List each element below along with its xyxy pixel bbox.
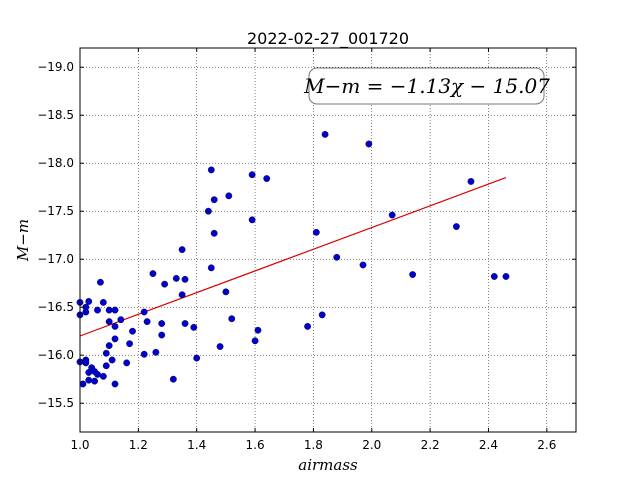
- data-point: [502, 273, 510, 280]
- y-tick-label: −18.5: [37, 108, 74, 122]
- data-point: [388, 211, 396, 219]
- data-point: [97, 278, 104, 286]
- data-point: [210, 229, 218, 237]
- data-point: [129, 327, 136, 335]
- x-tick-label: 1.2: [129, 438, 148, 452]
- data-point: [111, 335, 119, 343]
- data-point: [102, 362, 110, 370]
- data-point: [248, 171, 256, 179]
- data-point: [111, 380, 119, 388]
- data-point: [228, 315, 236, 323]
- data-point: [304, 322, 311, 330]
- y-tick-label: −17.0: [37, 252, 74, 266]
- data-point: [123, 359, 131, 367]
- fit-line: [79, 177, 507, 337]
- y-tick-label: −19.0: [37, 60, 74, 74]
- data-point: [333, 253, 341, 261]
- data-point: [149, 270, 157, 277]
- x-tick-label: 2.2: [421, 438, 440, 452]
- y-tick-label: −17.5: [37, 204, 74, 218]
- data-point: [79, 380, 87, 388]
- fit-annotation-box: M−m = −1.13χ − 15.07: [303, 67, 550, 105]
- y-tick-label: −16.0: [37, 348, 74, 362]
- data-point: [158, 320, 166, 327]
- data-point: [105, 342, 113, 349]
- y-axis-label: M−m: [14, 219, 32, 262]
- data-point: [94, 306, 101, 314]
- data-point: [140, 350, 148, 358]
- data-point: [102, 349, 110, 357]
- data-point: [312, 228, 320, 236]
- data-point: [190, 323, 198, 331]
- ticks-layer: 1.0 1.2 1.4 1.6 1.8 2.0 2.2 2.4 2.6 −15.5 −16.0 −16…: [37, 48, 576, 452]
- data-point: [105, 306, 113, 314]
- data-point: [207, 166, 215, 174]
- data-point: [111, 322, 119, 330]
- annotation-frame: [308, 67, 545, 105]
- y-tick-label: −16.5: [37, 300, 74, 314]
- data-point: [181, 275, 189, 283]
- data-point: [365, 140, 373, 148]
- data-point: [359, 261, 367, 269]
- x-tick-label: 2.0: [362, 438, 381, 452]
- data-point: [172, 274, 180, 282]
- data-point: [91, 377, 98, 385]
- data-point: [321, 130, 329, 138]
- x-tick-label: 2.6: [537, 438, 556, 452]
- data-point: [452, 223, 460, 230]
- data-point: [216, 343, 224, 350]
- data-point: [99, 298, 107, 306]
- data-point: [181, 320, 189, 327]
- data-point: [193, 354, 201, 362]
- x-tick-label: 2.4: [479, 438, 498, 452]
- data-point: [251, 337, 259, 345]
- x-tick-label: 1.8: [304, 438, 323, 452]
- data-point: [178, 246, 186, 254]
- data-point: [85, 298, 93, 305]
- data-point: [108, 356, 116, 364]
- data-point: [318, 311, 326, 319]
- data-point: [143, 318, 151, 325]
- data-point: [225, 192, 233, 200]
- data-point: [207, 264, 215, 272]
- data-point: [117, 316, 125, 324]
- data-point: [490, 273, 498, 280]
- data-point: [82, 359, 90, 367]
- fit-line-layer: [79, 177, 507, 337]
- data-point: [409, 271, 417, 278]
- x-tick-label: 1.4: [187, 438, 206, 452]
- x-tick-label: 1.6: [246, 438, 265, 452]
- data-point: [99, 372, 107, 380]
- data-point: [169, 375, 177, 383]
- data-point: [178, 291, 186, 299]
- data-point: [210, 196, 218, 204]
- data-point: [105, 318, 113, 325]
- data-point: [222, 288, 230, 296]
- data-point: [111, 306, 119, 314]
- data-point: [204, 207, 212, 215]
- data-point: [94, 370, 101, 378]
- data-point: [248, 216, 256, 224]
- data-points-layer: [76, 130, 510, 388]
- data-point: [85, 376, 93, 384]
- data-point: [161, 280, 169, 288]
- plot-frame: [79, 47, 577, 433]
- chart-title: 2022-02-27_001720: [247, 29, 409, 49]
- data-point: [158, 331, 166, 339]
- data-point: [467, 178, 475, 185]
- x-axis-label: airmass: [298, 456, 358, 474]
- data-point: [140, 308, 148, 316]
- y-tick-label: −15.5: [37, 396, 74, 410]
- y-tick-label: −18.0: [37, 156, 74, 170]
- data-point: [152, 348, 160, 356]
- fit-equation: M−m = −1.13χ − 15.07: [303, 74, 550, 98]
- data-point: [126, 340, 134, 348]
- data-point: [263, 175, 271, 182]
- data-point: [254, 326, 262, 334]
- x-tick-label: 1.0: [70, 438, 89, 452]
